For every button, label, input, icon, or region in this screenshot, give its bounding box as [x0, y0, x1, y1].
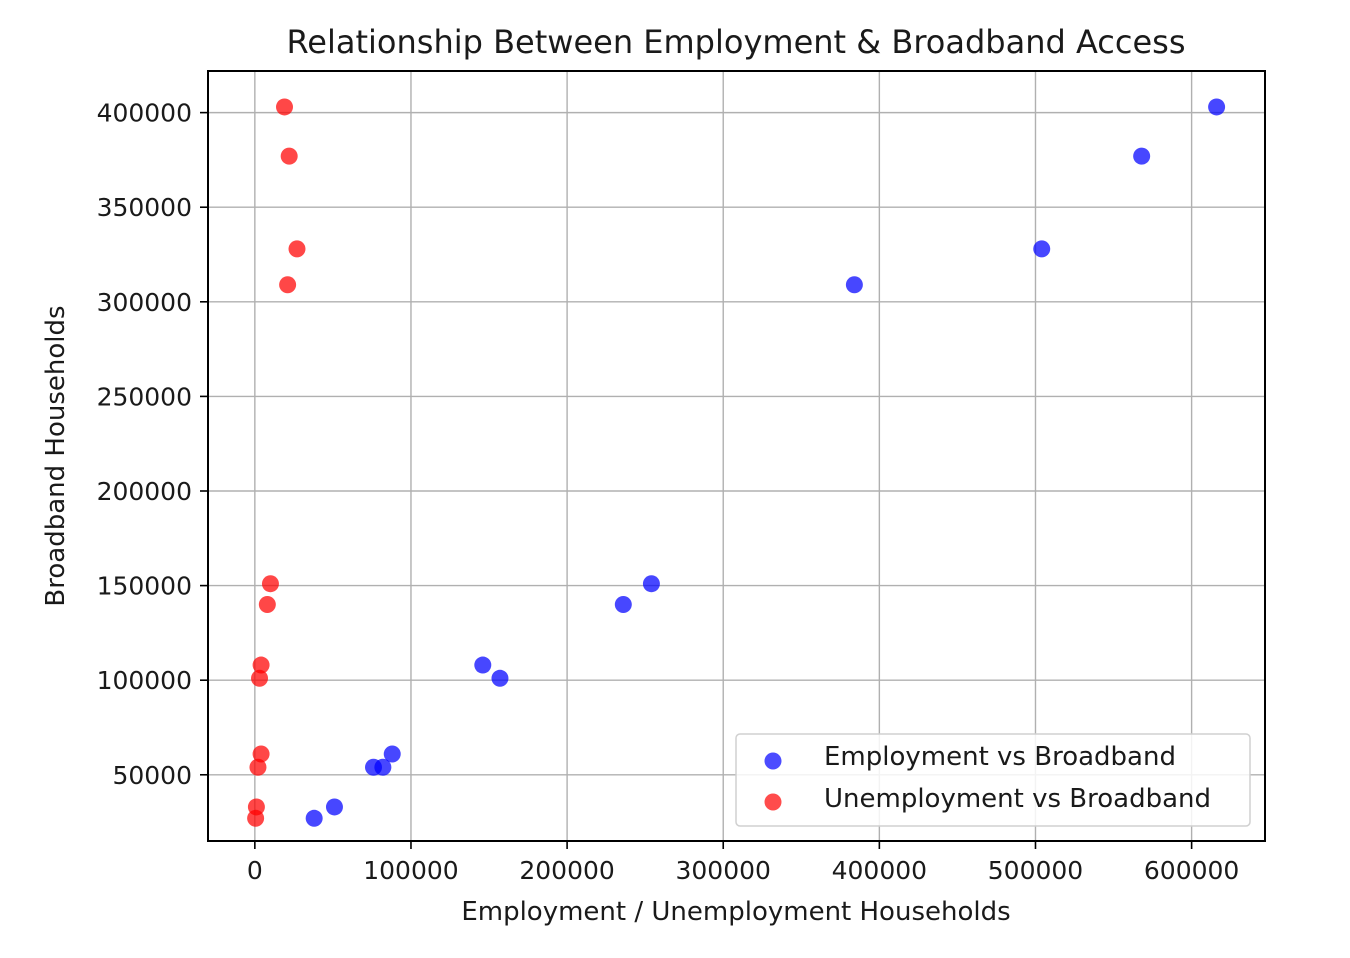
unemployment-point: [258, 596, 276, 614]
grid-lines: [208, 71, 1265, 841]
employment-point: [614, 596, 632, 614]
unemployment-point: [279, 276, 297, 294]
chart-title: Relationship Between Employment & Broadb…: [286, 23, 1185, 61]
unemployment-point: [249, 758, 267, 776]
unemployment-point: [261, 575, 279, 593]
y-tick-label: 300000: [97, 288, 192, 317]
employment-point: [491, 669, 509, 687]
employment-point: [1033, 240, 1051, 258]
unemployment-point: [280, 147, 298, 165]
employment-point: [305, 809, 323, 827]
employment-point: [474, 656, 492, 674]
employment-point: [383, 745, 401, 763]
data-points: [247, 98, 1226, 827]
employment-point: [325, 798, 343, 816]
x-tick-label: 600000: [1144, 856, 1239, 885]
legend-box: [735, 733, 1251, 827]
y-tick-label: 100000: [97, 666, 192, 695]
unemployment-point: [251, 669, 269, 687]
plot-area-frame: [207, 70, 1266, 842]
y-tick-label: 350000: [97, 193, 192, 222]
x-tick-label: 0: [247, 856, 263, 885]
legend-label-employment: Employment vs Broadband: [824, 742, 1176, 772]
legend-label-unemployment: Unemployment vs Broadband: [824, 784, 1211, 814]
x-tick-label: 200000: [519, 856, 614, 885]
employment-point: [845, 276, 863, 294]
x-tick-label: 300000: [676, 856, 771, 885]
y-tick-label: 200000: [97, 477, 192, 506]
x-axis-label: Employment / Unemployment Households: [461, 897, 1010, 927]
x-tick-label: 500000: [988, 856, 1083, 885]
employment-point: [642, 575, 660, 593]
x-tick-label: 100000: [363, 856, 458, 885]
legend-marker-employment: [764, 752, 782, 770]
legend: Employment vs Broadband Unemployment vs …: [735, 733, 1251, 827]
x-tick-label: 400000: [832, 856, 927, 885]
employment-point: [1208, 98, 1226, 116]
x-axis-ticks: 0 100000 200000 300000 400000 500000 600000: [247, 841, 1239, 885]
y-tick-label: 150000: [97, 572, 192, 601]
y-axis-label: Broadband Households: [41, 305, 71, 606]
unemployment-point: [252, 745, 270, 763]
unemployment-point: [288, 240, 306, 258]
legend-marker-unemployment: [764, 793, 782, 811]
employment-point: [374, 758, 392, 776]
employment-point: [1133, 147, 1151, 165]
unemployment-point: [247, 809, 265, 827]
y-tick-label: 250000: [97, 382, 192, 411]
y-tick-label: 400000: [97, 99, 192, 128]
unemployment-point: [252, 656, 270, 674]
y-tick-label: 50000: [112, 761, 192, 790]
y-axis-ticks: 50000 100000 150000 200000 250000 300000 35000…: [97, 99, 208, 790]
unemployment-point: [276, 98, 294, 116]
